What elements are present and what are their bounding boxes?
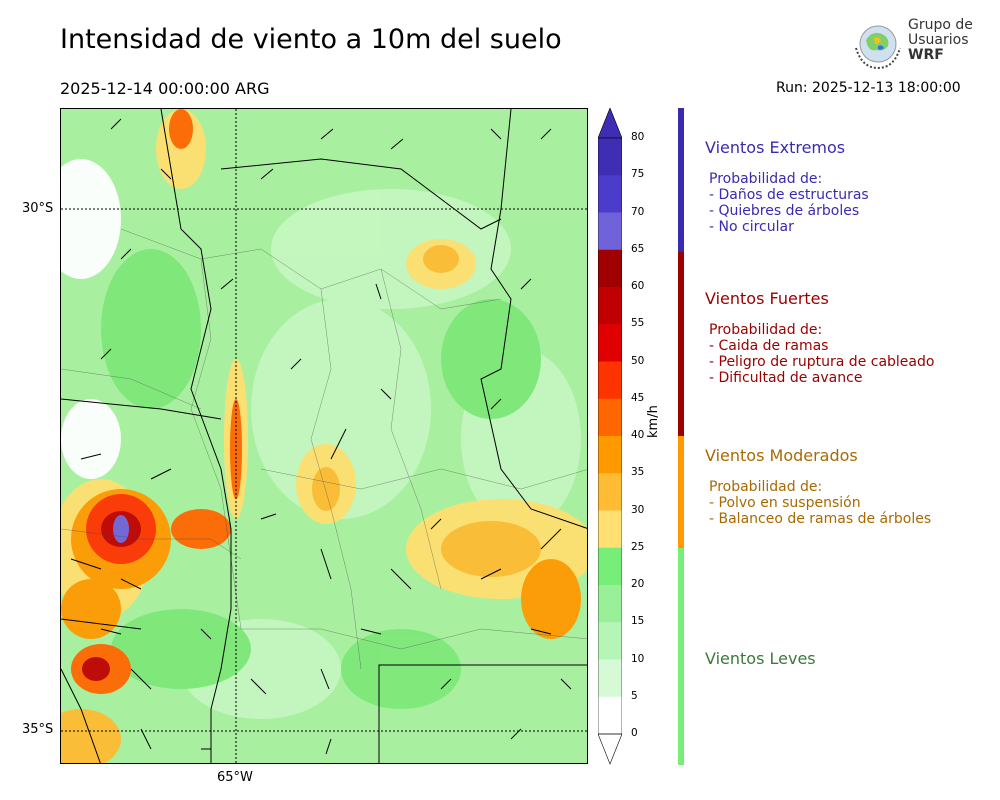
category-item: - Peligro de ruptura de cableado [709, 354, 935, 370]
category-bar [678, 108, 684, 252]
category-title: Vientos Extremos [705, 138, 846, 157]
category-intro: Probabilidad de: [709, 322, 823, 338]
colorbar-tick-label: 80 [631, 131, 645, 143]
logo-line1: Grupo de [908, 17, 973, 33]
category-item: - No circular [709, 219, 794, 235]
logo-text: Grupo de Usuarios WRF [908, 18, 973, 63]
category-moderate: Vientos Moderados Probabilidad de: - Pol… [705, 446, 995, 527]
colorbar-tick-label: 70 [631, 205, 645, 218]
colorbar-tick-label: 45 [631, 391, 645, 404]
colorbar-tick-label: 65 [631, 242, 645, 255]
logo-line2: Usuarios [908, 32, 969, 48]
colorbar-tick-label: 60 [631, 280, 645, 292]
colorbar-tick-label: 35 [631, 466, 645, 479]
colorbar-min-arrow [598, 733, 622, 765]
category-bar [678, 436, 684, 548]
colorbar-tick-label: 0 [631, 727, 638, 739]
colorbar-tick-label: 55 [631, 317, 645, 330]
category-extreme: Vientos Extremos Probabilidad de: - Daño… [705, 138, 995, 235]
category-description: Probabilidad de: - Polvo en suspensión -… [705, 479, 995, 527]
colorbar-outline [598, 137, 622, 735]
category-title: Vientos Moderados [705, 446, 858, 465]
colorbar-segment [598, 436, 622, 474]
colorbar-segment [598, 473, 622, 511]
category-item: - Quiebres de árboles [709, 203, 860, 219]
category-item: - Caida de ramas [709, 338, 829, 354]
category-description: Probabilidad de: - Caida de ramas - Peli… [705, 322, 995, 386]
colorbar-segment [598, 175, 622, 213]
colorbar-tick-label: 40 [631, 429, 645, 441]
category-title: Vientos Fuertes [705, 289, 829, 308]
colorbar-tick-label: 10 [631, 652, 645, 665]
colorbar-segment [598, 622, 622, 660]
wrf-logo: Grupo de Usuarios WRF [848, 18, 973, 74]
lat-label-35s: 35°S [22, 722, 54, 737]
category-description: Probabilidad de: - Daños de estructuras … [705, 171, 995, 235]
category-strong: Vientos Fuertes Probabilidad de: - Caida… [705, 289, 995, 386]
colorbar-segment [598, 212, 622, 251]
colorbar-segment [598, 659, 622, 698]
colorbar-max-arrow [598, 108, 622, 139]
colorbar-units: km/h [646, 405, 661, 438]
map-canvas [61, 109, 587, 763]
colorbar-tick-label: 15 [631, 615, 645, 628]
colorbar [598, 108, 622, 765]
colorbar-tick-label: 50 [631, 354, 645, 367]
valid-time: 2025-12-14 00:00:00 ARG [60, 79, 270, 98]
colorbar-tick-label: 30 [631, 503, 645, 516]
colorbar-segment [598, 547, 622, 586]
lon-label-65w: 65°W [217, 770, 253, 785]
colorbar-segment [598, 585, 622, 623]
colorbar-segment [598, 361, 622, 400]
category-bar [678, 252, 684, 436]
category-intro: Probabilidad de: [709, 479, 823, 495]
category-intro: Probabilidad de: [709, 171, 823, 187]
chart-title: Intensidad de viento a 10m del suelo [60, 24, 562, 55]
colorbar-segment [598, 510, 622, 549]
lat-label-30s: 30°S [22, 201, 54, 216]
category-item: - Polvo en suspensión [709, 495, 861, 511]
colorbar-tick-label: 75 [631, 168, 645, 181]
colorbar-segment [598, 398, 622, 437]
run-time: Run: 2025-12-13 18:00:00 [776, 80, 961, 96]
globe-logo-icon [855, 25, 901, 70]
colorbar-tick-label: 20 [631, 578, 645, 590]
wind-map [60, 108, 588, 764]
colorbar-tick-label: 25 [631, 540, 645, 553]
colorbar-segment [598, 249, 622, 288]
colorbar-segment [598, 138, 622, 176]
category-title: Vientos Leves [705, 649, 816, 668]
category-light: Vientos Leves [705, 649, 995, 668]
category-item: - Balanceo de ramas de árboles [709, 511, 932, 527]
category-item: - Daños de estructuras [709, 187, 869, 203]
colorbar-tick-label: 5 [631, 689, 638, 702]
category-bar [678, 548, 684, 765]
category-item: - Dificultad de avance [709, 370, 863, 386]
logo-line3: WRF [908, 47, 944, 63]
colorbar-segment [598, 287, 622, 325]
colorbar-segment [598, 324, 622, 362]
colorbar-segment [598, 696, 622, 735]
